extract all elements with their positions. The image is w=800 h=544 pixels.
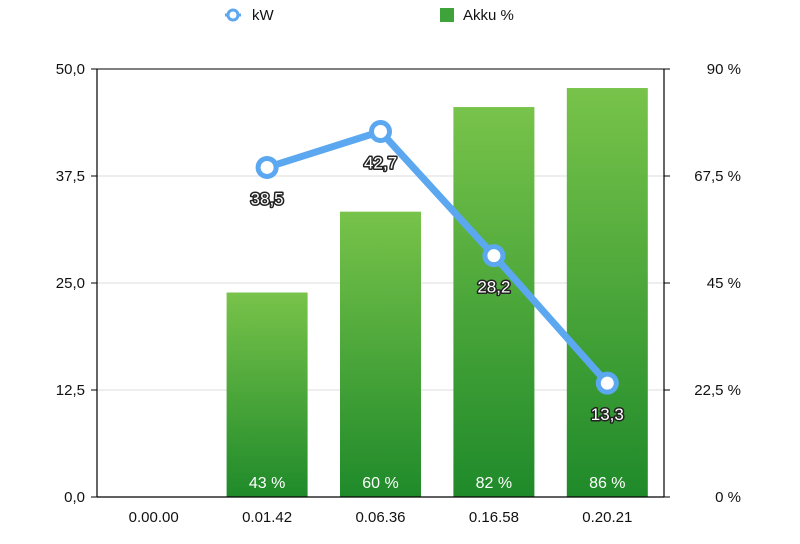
- y-left-tick-label: 37,5: [56, 168, 85, 185]
- data-labels: 43 % 60 % 82 % 86 % 38,5 42,7 28,2 13,3: [249, 152, 626, 492]
- kw-value-label: 42,7: [364, 153, 397, 172]
- kw-point[interactable]: [482, 244, 506, 268]
- kw-value-label: 38,5: [251, 189, 284, 208]
- x-tick-label: 0.16.58: [469, 509, 519, 526]
- bar-series: [226, 88, 648, 498]
- bar[interactable]: [566, 88, 648, 498]
- y-left-tick-label: 0,0: [64, 489, 85, 506]
- bar-value-label: 86 %: [589, 475, 625, 492]
- y-left-tick-label: 12,5: [56, 382, 85, 399]
- y-right-tick-label: 22,5 %: [694, 382, 741, 399]
- kw-line: [263, 127, 611, 387]
- y-left-tick-label: 50,0: [56, 61, 85, 78]
- bar-value-label: 43 %: [249, 475, 285, 492]
- y-right-tick-label: 0 %: [715, 489, 741, 506]
- bar-value-label: 60 %: [362, 475, 398, 492]
- bar[interactable]: [453, 107, 535, 498]
- legend-kw-marker-icon: [226, 8, 240, 22]
- kw-point[interactable]: [595, 371, 619, 395]
- axes: 0,0 0 % 12,5 22,5 % 25,0 45 % 37,5 67,5 % 50,0 90…: [56, 61, 741, 526]
- kw-value-label: 13,3: [591, 405, 624, 424]
- legend-item-kw[interactable]: kW: [225, 7, 275, 24]
- legend-kw-label: kW: [252, 7, 275, 24]
- x-tick-label: 0.00.00: [129, 509, 179, 526]
- x-tick-label: 0.06.36: [355, 509, 405, 526]
- bar[interactable]: [340, 211, 421, 497]
- legend-akku-swatch-icon: [440, 8, 454, 22]
- y-right-tick-label: 45 %: [707, 275, 741, 292]
- y-right-tick-label: 90 %: [707, 61, 741, 78]
- bar[interactable]: [226, 292, 308, 497]
- kw-point[interactable]: [369, 119, 392, 143]
- line-series: [255, 119, 619, 395]
- kw-value-label: 28,2: [477, 278, 510, 297]
- y-right-tick-label: 67,5 %: [694, 168, 741, 185]
- legend-item-akku[interactable]: Akku %: [440, 7, 514, 24]
- legend-akku-label: Akku %: [463, 7, 514, 24]
- bar-value-label: 82 %: [476, 475, 512, 492]
- legend: kW Akku %: [225, 7, 514, 24]
- y-left-tick-label: 25,0: [56, 275, 85, 292]
- x-tick-label: 0.20.21: [582, 509, 632, 526]
- kw-point[interactable]: [255, 155, 279, 179]
- x-tick-label: 0.01.42: [242, 509, 292, 526]
